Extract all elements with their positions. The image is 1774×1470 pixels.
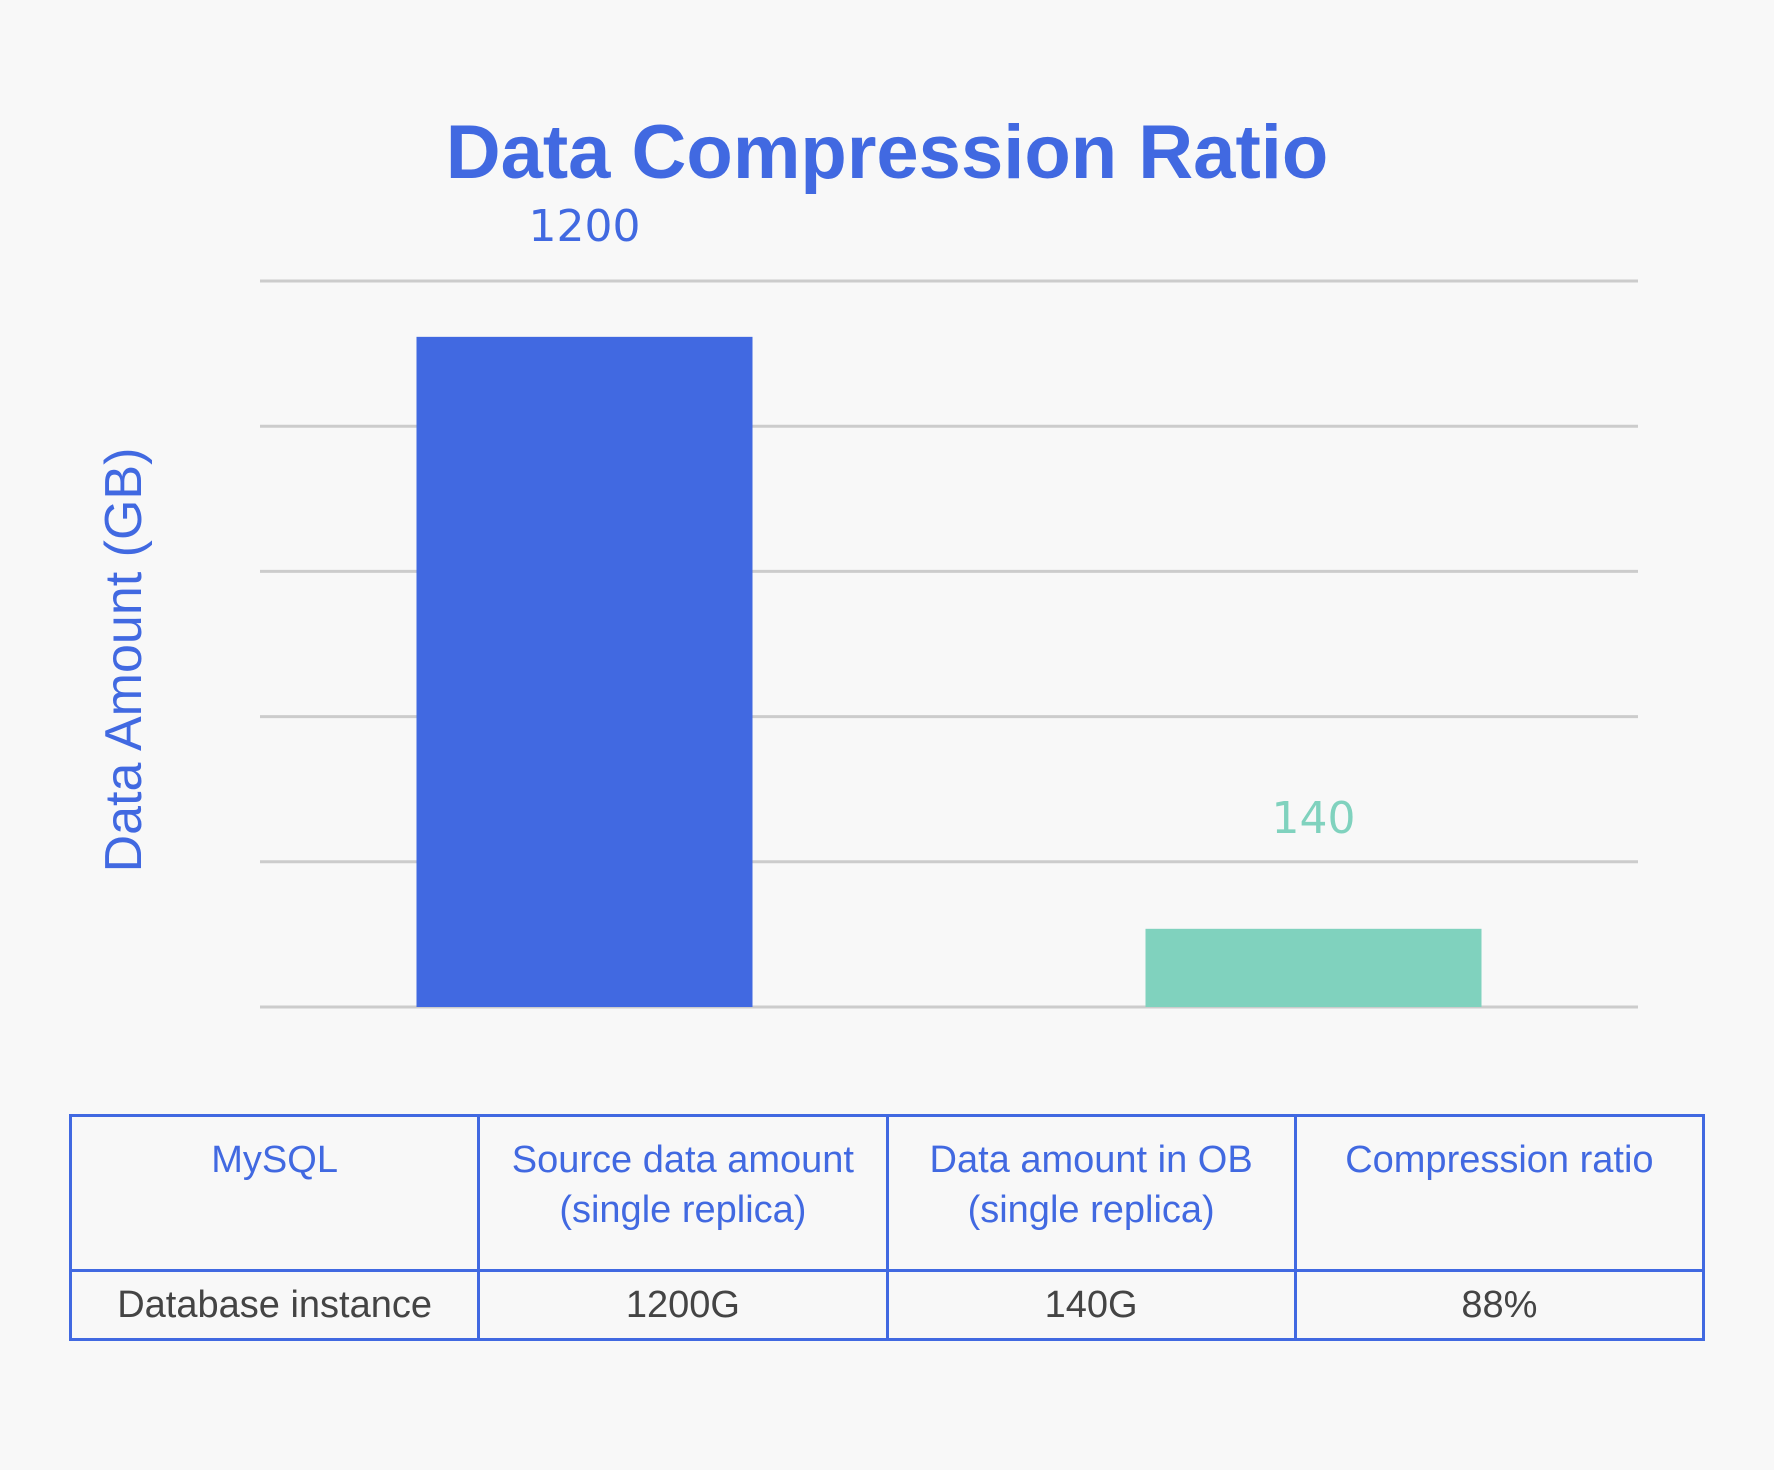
- compression-table: MySQL Source data amount (single replica…: [68, 1114, 1706, 1341]
- bar: [416, 336, 753, 1007]
- table-header-cell: Data amount in OB (single replica): [885, 1114, 1297, 1272]
- table-cell: Database instance: [68, 1269, 481, 1341]
- table-cell: 88%: [1293, 1269, 1706, 1341]
- table-header-row: MySQL Source data amount (single replica…: [68, 1114, 1706, 1272]
- table-cell: 140G: [885, 1269, 1297, 1341]
- table-cell: 1200G: [477, 1269, 889, 1341]
- table-header-cell: Compression ratio: [1293, 1114, 1706, 1272]
- table-row: Database instance 1200G 140G 88%: [68, 1269, 1706, 1341]
- bars: [416, 336, 1482, 1007]
- chart-title: Data Compression Ratio: [445, 110, 1329, 195]
- bar-value-label: 1200: [529, 201, 641, 252]
- table-header-cell: Source data amount (single replica): [477, 1114, 889, 1272]
- bar: [1145, 928, 1482, 1007]
- bar-chart: 1200 140: [260, 201, 1638, 1009]
- table-header-cell: MySQL: [68, 1114, 481, 1272]
- bar-value-label: 140: [1272, 793, 1356, 844]
- data-labels: 1200 140: [529, 201, 1356, 844]
